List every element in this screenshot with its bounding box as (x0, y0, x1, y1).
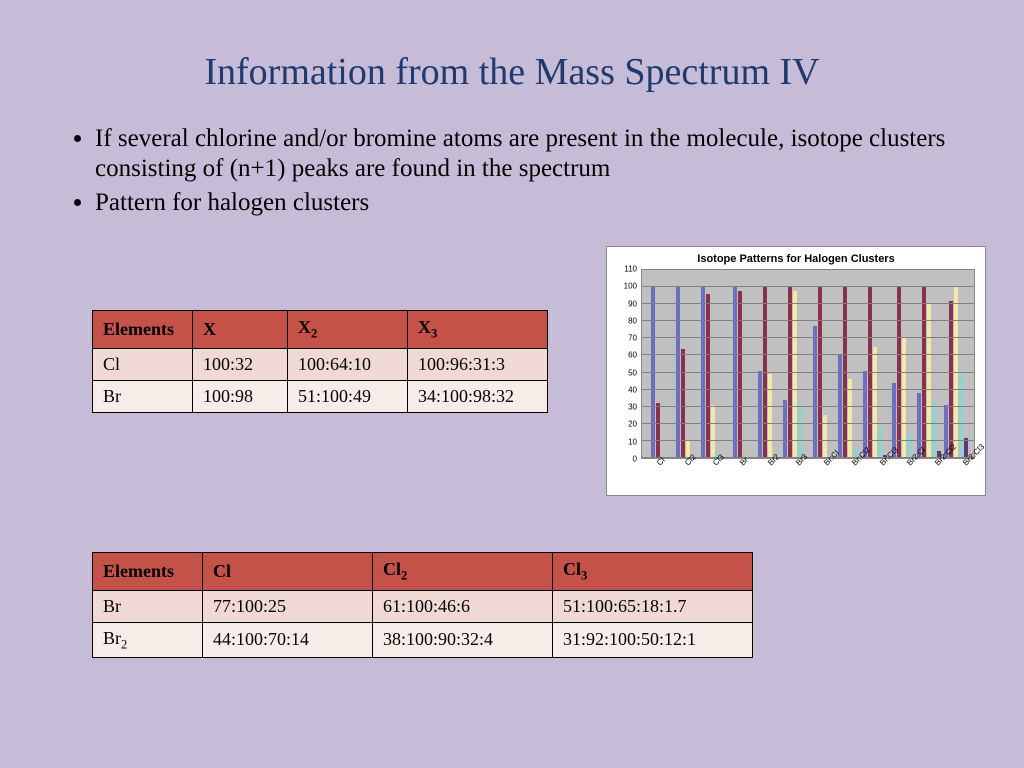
chart-bar (783, 400, 787, 458)
chart-title: Isotope Patterns for Halogen Clusters (615, 253, 977, 265)
table-halogen-mixed: ElementsClCl2Cl3Br77:100:2561:100:46:651… (92, 552, 753, 658)
chart-bar-group (697, 270, 724, 458)
chart-bar (922, 287, 926, 458)
table-cell: 31:92:100:50:12:1 (553, 622, 753, 658)
isotope-chart: Isotope Patterns for Halogen Clusters 01… (606, 246, 986, 496)
table-cell: 100:96:31:3 (408, 348, 548, 380)
chart-bar-group (642, 270, 669, 458)
chart-bar (848, 379, 852, 458)
chart-bar (873, 347, 877, 458)
table-header: Cl (203, 553, 373, 591)
table-header: Cl2 (373, 553, 553, 591)
table-cell: 77:100:25 (203, 590, 373, 622)
chart-bar-group (888, 270, 915, 458)
chart-x-axis: ClCl2Cl3BrBr2Br3Br:ClBr:Cl2Br:Cl3Br2:ClB… (641, 459, 975, 493)
chart-bar (932, 403, 936, 458)
table-cell: 38:100:90:32:4 (373, 622, 553, 658)
chart-bar-group (861, 270, 888, 458)
chart-bar-group (779, 270, 806, 458)
table-cell: Br (93, 380, 193, 412)
table-cell: Br (93, 590, 203, 622)
table-row: Cl100:32100:64:10100:96:31:3 (93, 348, 548, 380)
chart-bar (897, 287, 901, 458)
chart-bar-group (834, 270, 861, 458)
bullet-list: If several chlorine and/or bromine atoms… (95, 124, 964, 218)
chart-bar-group (916, 270, 943, 458)
chart-bar (959, 373, 963, 458)
chart-bar (798, 403, 802, 458)
table-header: X3 (408, 311, 548, 349)
chart-bar (676, 287, 680, 458)
chart-bar (656, 403, 660, 458)
chart-bar-group (724, 270, 751, 458)
chart-bar (733, 287, 737, 458)
table-cell: 34:100:98:32 (408, 380, 548, 412)
slide-title: Information from the Mass Spectrum IV (0, 0, 1024, 124)
chart-bar (823, 415, 827, 458)
chart-bar (706, 294, 710, 458)
chart-bar (868, 287, 872, 458)
chart-bar (681, 349, 685, 458)
table-cell: Br2 (93, 622, 203, 658)
table-row: Br244:100:70:1438:100:90:32:431:92:100:5… (93, 622, 753, 658)
chart-bar-group (806, 270, 833, 458)
table-header: X2 (288, 311, 408, 349)
chart-bar (651, 287, 655, 458)
table-cell: 61:100:46:6 (373, 590, 553, 622)
table-header: Cl3 (553, 553, 753, 591)
bullet-item: Pattern for halogen clusters (95, 188, 964, 218)
table-header: Elements (93, 311, 193, 349)
table-cell: 51:100:49 (288, 380, 408, 412)
table-row: Br77:100:2561:100:46:651:100:65:18:1.7 (93, 590, 753, 622)
bullet-item: If several chlorine and/or bromine atoms… (95, 124, 964, 184)
chart-bar (763, 287, 767, 458)
table-row: Br100:9851:100:4934:100:98:32 (93, 380, 548, 412)
chart-bar (954, 287, 958, 458)
chart-y-axis: 0102030405060708090100110 (615, 269, 639, 459)
chart-bar (768, 374, 772, 458)
chart-bar-group (669, 270, 696, 458)
chart-plot-area (641, 269, 975, 459)
chart-bar (949, 301, 953, 458)
chart-bar (813, 326, 817, 458)
chart-bar (758, 371, 762, 458)
chart-bar (793, 291, 797, 458)
table-cell: 44:100:70:14 (203, 622, 373, 658)
chart-bar (818, 287, 822, 458)
table-cell: 100:98 (193, 380, 288, 412)
table-cell: 100:64:10 (288, 348, 408, 380)
chart-bar (711, 405, 715, 458)
table-cell: Cl (93, 348, 193, 380)
chart-bar (927, 304, 931, 458)
chart-bar (738, 291, 742, 458)
table-cell: 51:100:65:18:1.7 (553, 590, 753, 622)
chart-bar (701, 287, 705, 458)
chart-bar (878, 427, 882, 458)
chart-bar (788, 287, 792, 458)
chart-bar (843, 287, 847, 458)
table-halogen-single: ElementsXX2X3Cl100:32100:64:10100:96:31:… (92, 310, 548, 413)
table-header: Elements (93, 553, 203, 591)
table-header: X (193, 311, 288, 349)
chart-bar-group (751, 270, 778, 458)
chart-bar-group (943, 270, 974, 458)
table-cell: 100:32 (193, 348, 288, 380)
chart-bars (642, 270, 974, 458)
